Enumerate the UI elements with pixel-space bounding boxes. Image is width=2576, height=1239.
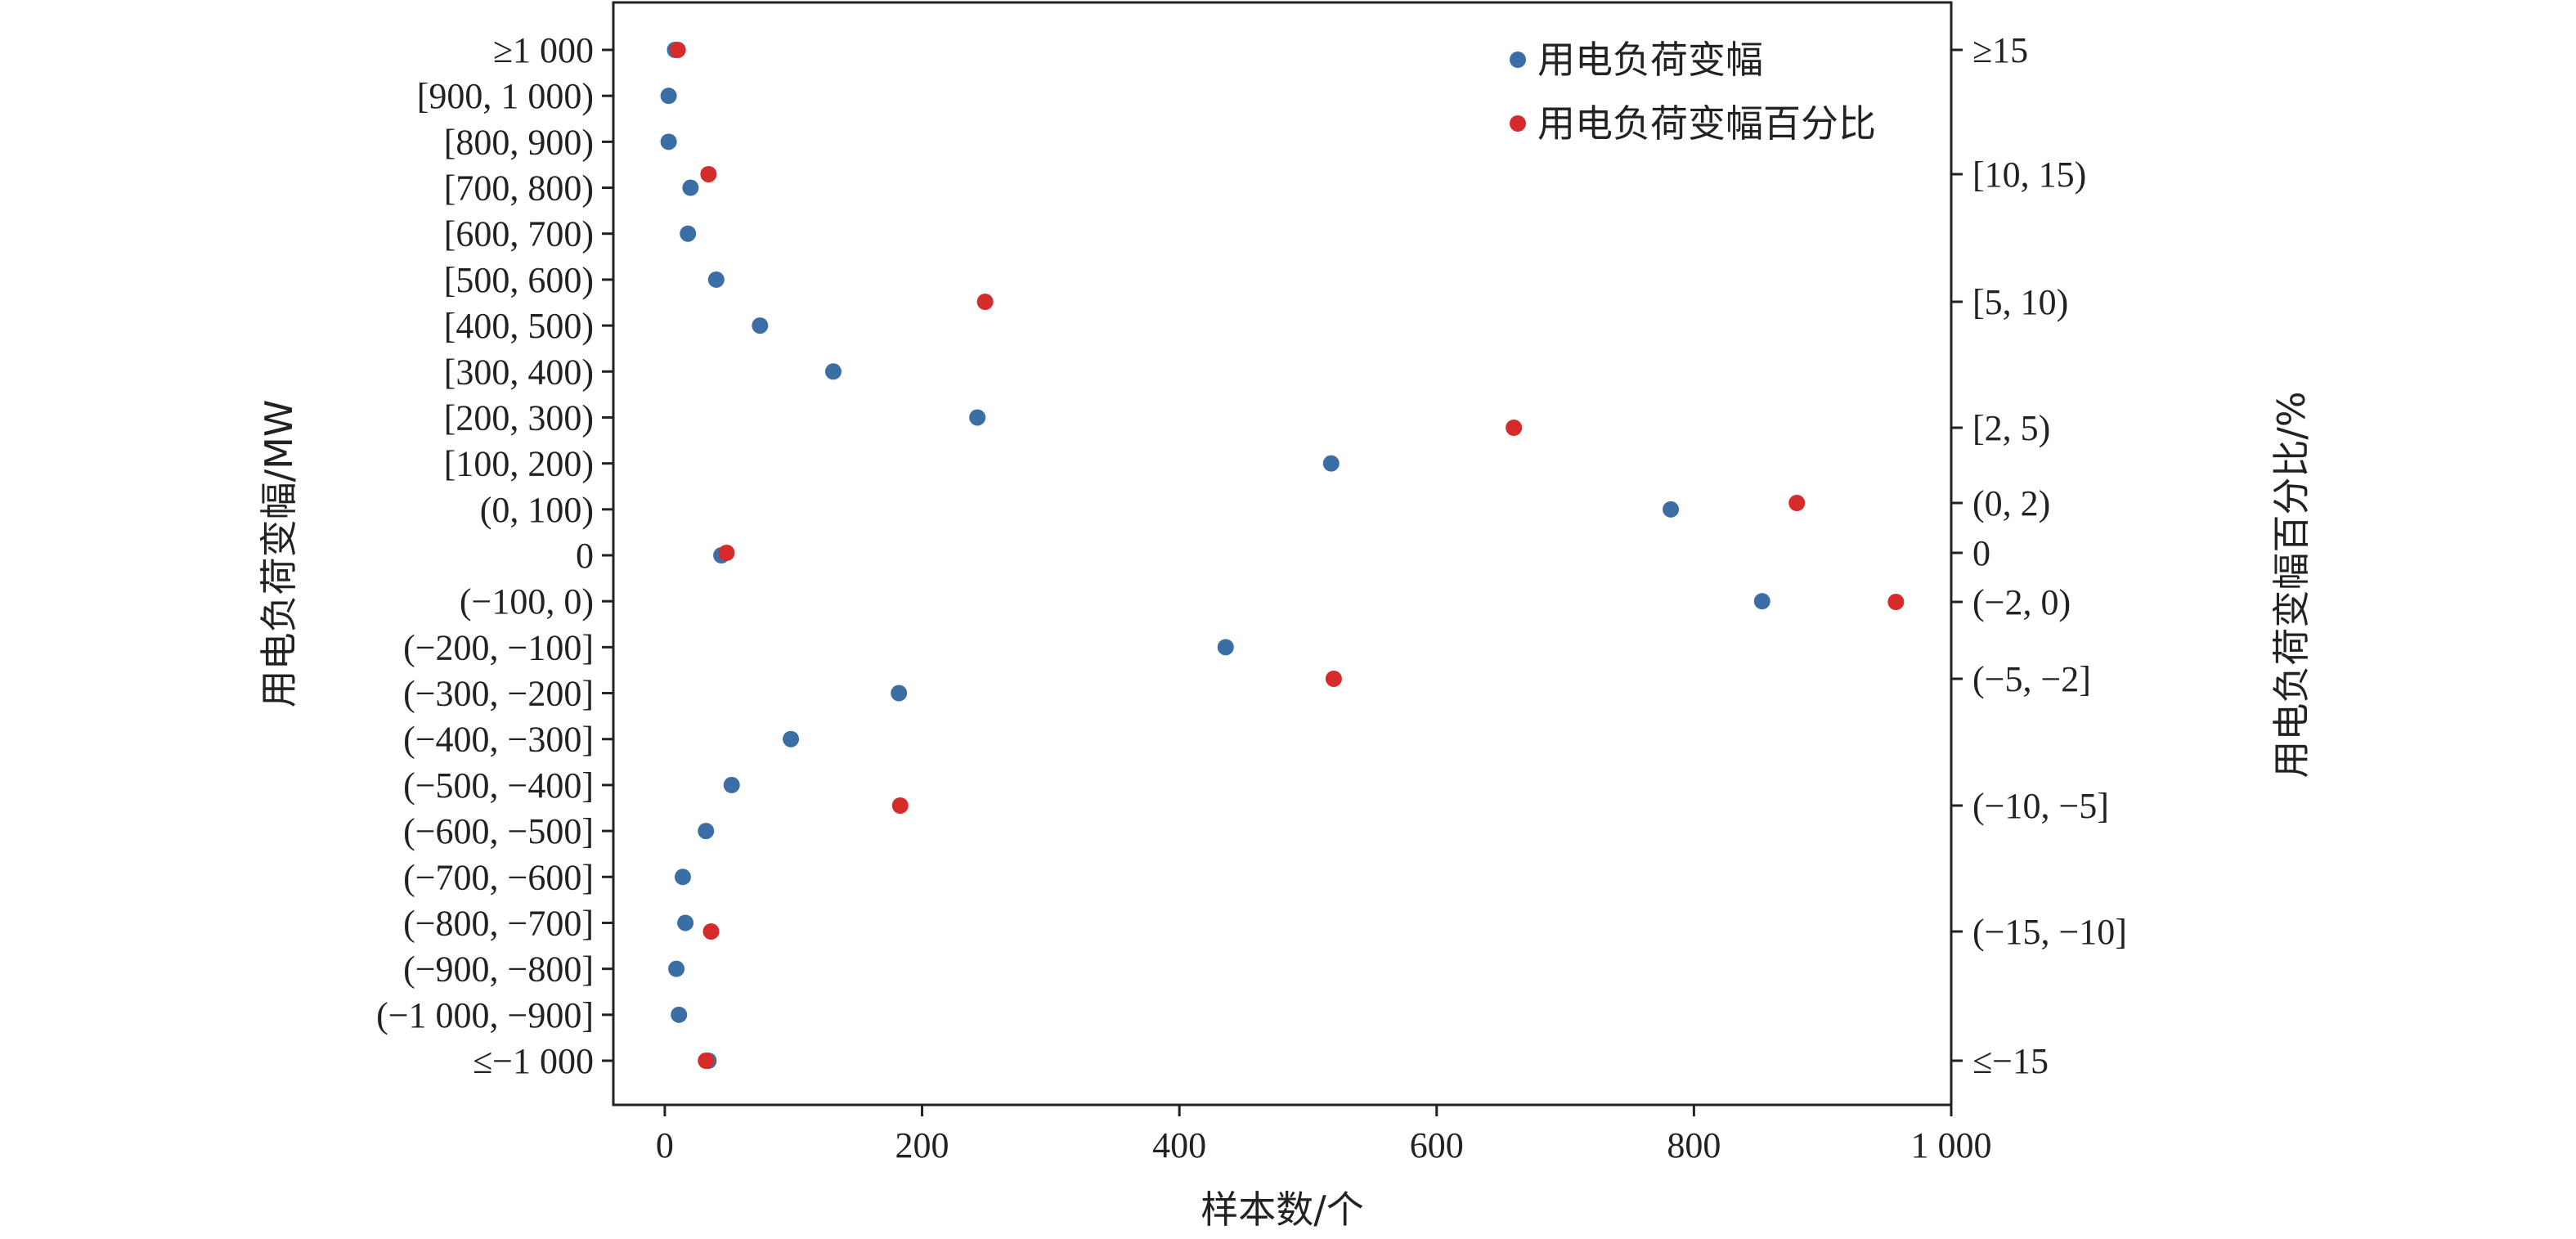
left-tick-label: (−700, −600]	[403, 857, 594, 897]
point-load-change	[969, 409, 986, 426]
right-axis-title: 用电负荷变幅百分比/%	[2269, 391, 2313, 778]
left-tick-label: (−500, −400]	[403, 765, 594, 806]
point-load-change	[671, 1006, 688, 1023]
point-load-change	[783, 730, 800, 747]
point-load-change-percent	[700, 166, 717, 182]
point-load-change-percent	[976, 294, 994, 310]
left-tick-label: ≤−1 000	[473, 1041, 594, 1081]
right-tick-label: [2, 5)	[1972, 408, 2050, 448]
legend-entry: 用电负荷变幅	[1537, 38, 1763, 82]
point-load-change	[682, 179, 699, 196]
x-tick-label: 800	[1667, 1125, 1721, 1165]
point-load-change	[668, 960, 685, 977]
right-tick-label: (−15, −10]	[1972, 912, 2127, 952]
left-tick-label: [300, 400)	[444, 352, 594, 392]
right-tick-label: ≤−15	[1972, 1041, 2049, 1081]
left-axis-title: 用电负荷变幅/MW	[257, 400, 301, 708]
legend-marker	[1510, 52, 1526, 68]
left-tick-label: [200, 300)	[444, 397, 594, 438]
point-load-change	[660, 88, 677, 105]
left-tick-label: (−300, −200]	[403, 674, 594, 714]
point-load-change-percent	[1887, 594, 1905, 610]
point-load-change	[1753, 593, 1770, 610]
left-tick-label: ≥1 000	[493, 30, 594, 70]
right-tick-label: (−10, −5]	[1972, 786, 2109, 826]
point-load-change	[752, 317, 769, 334]
point-load-change	[824, 363, 841, 380]
point-load-change-percent	[718, 545, 735, 561]
left-tick-label: [900, 1 000)	[417, 76, 594, 116]
x-tick-label: 600	[1410, 1125, 1464, 1165]
data-points	[660, 42, 1905, 1069]
right-tick-label: [5, 10)	[1972, 282, 2068, 322]
point-load-change	[1322, 455, 1340, 472]
point-load-change	[707, 271, 725, 288]
x-tick-label: 200	[895, 1125, 949, 1165]
right-tick-label: [10, 15)	[1972, 155, 2086, 195]
left-tick-label: [600, 700)	[444, 214, 594, 254]
plot-frame	[612, 1, 1953, 1107]
left-tick-label: (0, 100)	[480, 490, 594, 530]
left-tick-label: [700, 800)	[444, 168, 594, 209]
left-tick-label: (−600, −500]	[403, 811, 594, 851]
point-load-change-percent	[698, 1053, 715, 1069]
left-tick-label: [800, 900)	[444, 122, 594, 162]
right-tick-label: 0	[1972, 533, 1990, 573]
point-load-change	[723, 776, 740, 793]
left-tick-label: (−100, 0)	[460, 581, 594, 622]
point-load-change-percent	[891, 797, 909, 814]
left-tick-label: (−900, −800]	[403, 949, 594, 990]
right-tick-label: (0, 2)	[1972, 483, 2050, 523]
point-load-change	[698, 823, 715, 840]
left-axis: ≥1 000 [900, 1 000) [800, 900) [700, 800) [6…	[376, 30, 613, 1081]
legend-entry: 用电负荷变幅百分比	[1537, 101, 1876, 146]
x-tick-label: 0	[656, 1125, 674, 1165]
point-load-change-percent	[702, 923, 720, 940]
point-load-change	[677, 914, 694, 931]
point-load-change-percent	[669, 42, 686, 58]
point-load-change-percent	[1506, 420, 1523, 436]
x-axis: 0 200 400 600 800 1 000	[656, 1105, 1992, 1165]
right-tick-label: ≥15	[1972, 30, 2028, 70]
left-tick-label: [500, 600)	[444, 260, 594, 300]
point-load-change	[1217, 639, 1234, 656]
legend-marker	[1510, 115, 1526, 132]
right-tick-label: (−5, −2]	[1972, 659, 2091, 699]
point-load-change	[1663, 501, 1680, 518]
x-axis-title: 样本数/个	[1200, 1187, 1364, 1232]
left-tick-label: [400, 500)	[444, 306, 594, 346]
point-load-change	[660, 133, 677, 150]
x-tick-label: 1 000	[1911, 1125, 1992, 1165]
left-tick-label: (−200, −100]	[403, 627, 594, 667]
point-load-change-percent	[1325, 671, 1342, 687]
point-load-change	[680, 225, 697, 242]
right-axis: ≥15 [10, 15) [5, 10) [2, 5) (0, 2) 0 (−2, 0) (−…	[1951, 30, 2127, 1081]
x-tick-label: 400	[1152, 1125, 1206, 1165]
point-load-change-percent	[1788, 495, 1806, 511]
left-tick-label: (−1 000, −900]	[376, 995, 594, 1035]
left-tick-label: [100, 200)	[444, 444, 594, 484]
point-load-change	[674, 869, 691, 886]
left-tick-label: 0	[576, 536, 594, 576]
right-tick-label: (−2, 0)	[1972, 582, 2071, 622]
left-tick-label: (−400, −300]	[403, 720, 594, 760]
left-tick-label: (−800, −700]	[403, 903, 594, 943]
point-load-change	[891, 685, 908, 702]
